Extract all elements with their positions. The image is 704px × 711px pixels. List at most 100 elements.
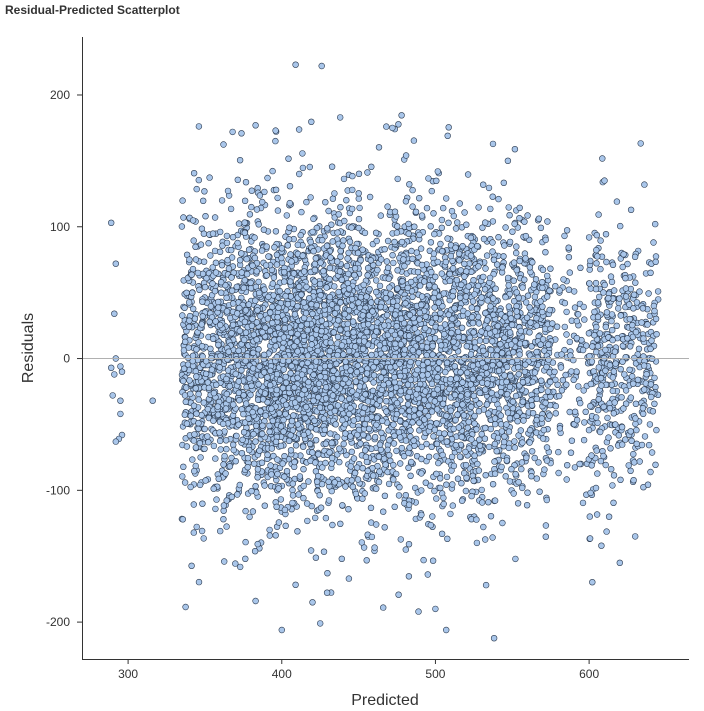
- data-point: [575, 383, 582, 390]
- data-point: [456, 453, 464, 460]
- data-point: [454, 475, 462, 482]
- data-point: [589, 578, 596, 586]
- data-point: [243, 270, 251, 278]
- data-point: [483, 252, 491, 259]
- data-point: [458, 324, 466, 331]
- data-point: [336, 458, 343, 466]
- data-point: [397, 460, 404, 467]
- data-point: [373, 414, 381, 421]
- data-point: [594, 406, 602, 414]
- data-point: [317, 259, 324, 266]
- data-point: [329, 521, 336, 529]
- data-point: [384, 203, 391, 210]
- data-point: [294, 241, 301, 249]
- data-point: [233, 432, 240, 440]
- data-point: [542, 533, 549, 540]
- data-point: [193, 410, 200, 417]
- data-point: [593, 246, 600, 254]
- data-point: [216, 437, 224, 445]
- data-point: [630, 291, 638, 298]
- data-point: [223, 232, 231, 240]
- data-point: [346, 395, 353, 402]
- data-point: [609, 261, 617, 268]
- data-point: [189, 456, 196, 463]
- data-point: [469, 298, 477, 305]
- data-point: [586, 535, 594, 542]
- data-point: [418, 487, 425, 494]
- data-point: [381, 524, 388, 531]
- data-point: [466, 334, 474, 341]
- data-point: [261, 390, 269, 397]
- data-point: [495, 195, 502, 203]
- data-point: [273, 261, 281, 268]
- data-point: [209, 280, 216, 287]
- data-point: [542, 249, 549, 256]
- data-point: [514, 500, 522, 507]
- data-point: [595, 211, 602, 218]
- data-point: [543, 272, 551, 280]
- data-point: [345, 575, 353, 582]
- data-point: [616, 295, 623, 302]
- data-point: [245, 246, 253, 253]
- data-point: [378, 429, 385, 436]
- data-point: [195, 390, 202, 398]
- data-point: [355, 299, 362, 306]
- data-point: [607, 445, 614, 452]
- data-point: [610, 472, 618, 479]
- data-point: [328, 454, 336, 462]
- data-point: [480, 235, 488, 243]
- data-point: [195, 123, 203, 130]
- data-point: [195, 396, 202, 403]
- data-point: [402, 546, 409, 553]
- data-point: [499, 519, 506, 527]
- data-point: [264, 451, 271, 458]
- data-point: [373, 521, 380, 528]
- data-point: [405, 573, 413, 580]
- data-point: [249, 508, 257, 515]
- data-point: [626, 315, 633, 323]
- data-point: [505, 282, 512, 289]
- data-point: [531, 454, 538, 462]
- data-point: [599, 155, 606, 162]
- data-point: [502, 224, 509, 231]
- data-point: [226, 382, 234, 390]
- data-point: [491, 458, 498, 465]
- data-point: [394, 175, 401, 183]
- data-point: [228, 493, 236, 500]
- data-point: [437, 484, 444, 492]
- data-point: [434, 258, 441, 266]
- data-point: [624, 260, 631, 268]
- data-point: [364, 272, 371, 279]
- data-point: [333, 383, 341, 390]
- data-point: [243, 255, 250, 263]
- data-point: [487, 512, 495, 520]
- data-point: [502, 293, 509, 301]
- data-point: [593, 348, 600, 356]
- data-point: [563, 331, 570, 338]
- data-point: [398, 112, 405, 119]
- data-point: [311, 260, 319, 268]
- data-point: [652, 253, 660, 260]
- data-point: [639, 405, 647, 412]
- data-point: [270, 274, 278, 281]
- data-point: [402, 420, 409, 428]
- data-point: [300, 443, 307, 450]
- data-point: [251, 460, 258, 467]
- data-point: [324, 569, 331, 577]
- data-point: [182, 398, 190, 405]
- data-point: [528, 343, 535, 350]
- data-point: [516, 215, 523, 222]
- data-point: [348, 477, 355, 484]
- data-point: [179, 473, 186, 480]
- data-point: [269, 417, 276, 424]
- data-point: [234, 239, 241, 247]
- data-point: [480, 523, 487, 531]
- data-point: [506, 415, 514, 422]
- data-point: [561, 323, 568, 331]
- data-point: [576, 399, 584, 407]
- data-point: [516, 204, 523, 212]
- data-point: [526, 439, 533, 446]
- data-point: [402, 437, 410, 444]
- data-point: [487, 205, 494, 213]
- data-point: [570, 376, 577, 383]
